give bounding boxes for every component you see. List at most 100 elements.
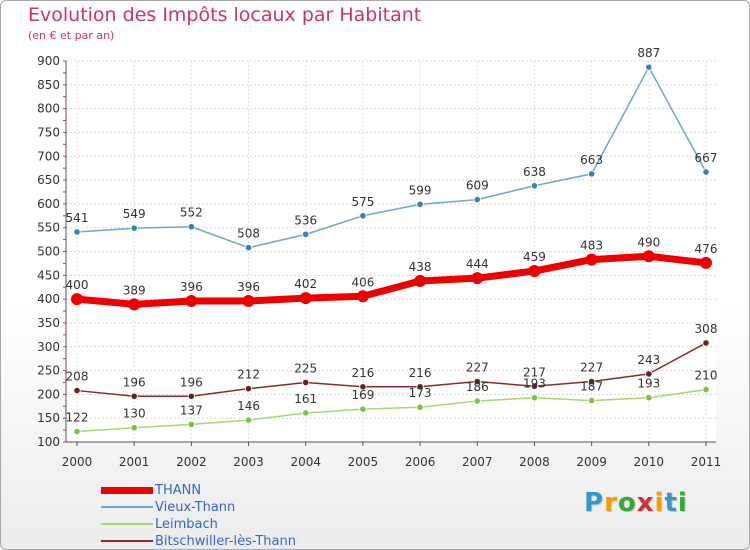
legend: THANN Vieux-Thann Leimbach Bitschwiller-lès… [101, 482, 361, 549]
data-label: 169 [351, 388, 374, 402]
legend-item: Vieux-Thann [101, 499, 361, 516]
x-tick-label: 2004 [290, 455, 321, 469]
legend-label: THANN [155, 483, 202, 498]
x-tick-label: 2011 [691, 455, 722, 469]
data-label: 536 [294, 213, 317, 227]
data-point [530, 394, 539, 402]
data-label: 193 [523, 377, 546, 391]
data-label: 216 [351, 366, 374, 380]
data-point [302, 409, 310, 417]
data-point [530, 182, 539, 190]
data-point [244, 416, 253, 424]
data-label: 137 [180, 403, 203, 417]
data-point [528, 265, 541, 278]
data-label: 389 [123, 283, 146, 297]
x-tick-label: 2002 [176, 455, 207, 469]
y-tick-label: 850 [37, 78, 60, 92]
data-point [299, 292, 312, 305]
series-line-bitschwiller-l-s-thann [76, 342, 707, 398]
data-point [356, 290, 369, 303]
legend-item: THANN [101, 482, 361, 499]
data-point [642, 250, 655, 263]
data-label: 638 [523, 165, 546, 179]
data-label: 541 [66, 211, 89, 225]
data-point [130, 424, 138, 432]
data-point [530, 382, 539, 390]
data-label: 459 [523, 250, 546, 264]
y-tick-label: 400 [37, 292, 60, 306]
y-tick-label: 300 [37, 340, 60, 354]
data-label: 476 [695, 242, 718, 256]
data-label: 490 [637, 235, 660, 249]
data-label: 161 [294, 392, 317, 406]
data-label: 225 [294, 361, 317, 375]
y-tick-label: 500 [37, 245, 60, 259]
data-point [185, 295, 198, 308]
data-label: 243 [637, 353, 660, 367]
data-label: 173 [409, 386, 432, 400]
data-point [700, 256, 712, 269]
x-tick-label: 2003 [233, 455, 264, 469]
data-label: 187 [580, 380, 603, 394]
data-point [471, 272, 484, 285]
data-point [473, 397, 481, 405]
legend-swatch [101, 506, 153, 508]
chart-subtitle: (en € et par an) [28, 29, 115, 42]
data-label: 196 [180, 375, 203, 389]
data-label: 396 [180, 280, 203, 294]
data-point [473, 377, 481, 386]
x-tick-label: 2007 [462, 455, 493, 469]
data-point [702, 168, 710, 176]
data-point [187, 223, 195, 231]
y-tick-label: 450 [37, 268, 60, 282]
data-point [244, 244, 253, 252]
y-tick-label: 700 [37, 149, 60, 163]
data-point [702, 386, 710, 394]
data-point [187, 392, 195, 400]
data-label: 609 [466, 179, 489, 193]
y-tick-label: 600 [37, 197, 60, 211]
y-tick-label: 750 [37, 125, 60, 139]
data-label: 217 [523, 365, 546, 379]
data-label: 212 [237, 368, 260, 382]
data-label: 216 [409, 366, 432, 380]
data-label: 146 [237, 399, 260, 413]
data-point [645, 63, 653, 71]
data-label: 227 [580, 361, 603, 375]
y-tick-label: 350 [37, 316, 60, 330]
data-point [416, 403, 424, 411]
data-point [242, 295, 255, 308]
data-point [73, 228, 81, 236]
proxiti-logo: Proxiti [584, 488, 688, 518]
legend-label: Bitschwiller-lès-Thann [155, 534, 296, 549]
data-point [130, 392, 138, 400]
data-label: 208 [66, 370, 89, 384]
series-line-leimbach [76, 388, 707, 433]
data-label: 667 [695, 151, 718, 165]
data-point [588, 377, 596, 386]
data-label: 406 [351, 275, 374, 289]
y-tick-label: 650 [37, 173, 60, 187]
chart-title: Evolution des Impôts locaux par Habitant [28, 4, 422, 26]
data-point [588, 170, 596, 178]
data-label: 483 [580, 239, 603, 253]
data-label: 508 [237, 227, 260, 241]
data-point [359, 383, 367, 391]
legend-item: Bitschwiller-lès-Thann [101, 533, 361, 549]
x-tick-label: 2009 [576, 455, 607, 469]
data-point [473, 195, 481, 204]
data-label: 438 [409, 260, 432, 274]
legend-swatch [101, 486, 153, 494]
x-tick-label: 2006 [405, 455, 436, 469]
data-point [416, 200, 424, 208]
x-tick-label: 2008 [519, 455, 550, 469]
y-tick-label: 800 [37, 102, 60, 116]
data-point [645, 370, 653, 378]
data-label: 308 [695, 322, 718, 336]
data-point [416, 383, 424, 391]
data-point [128, 298, 141, 311]
legend-label: Leimbach [155, 517, 218, 532]
data-point [359, 405, 367, 413]
